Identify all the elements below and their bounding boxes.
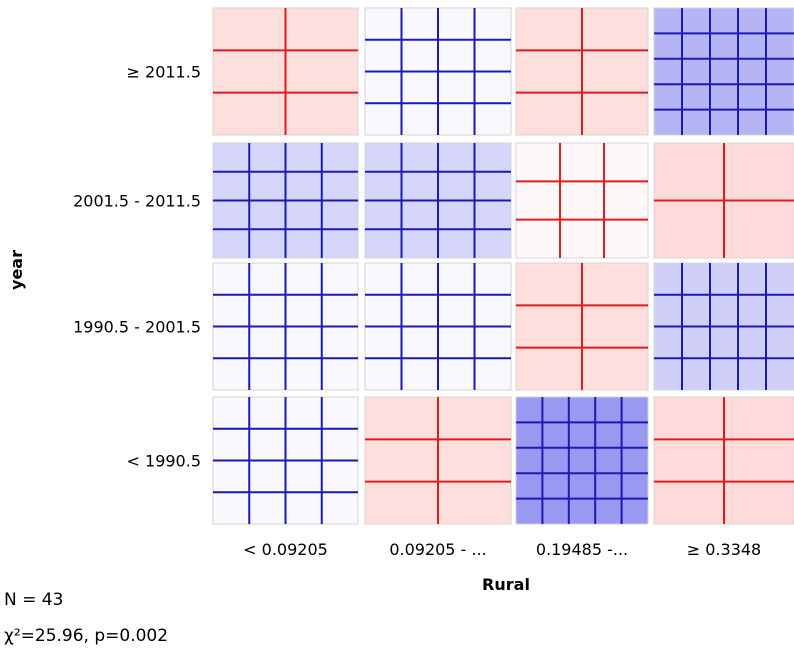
sieve-cell [212, 7, 359, 136]
y-tick-label: ≥ 2011.5 [127, 63, 201, 82]
sieve-cell [212, 396, 359, 525]
x-tick-labels: < 0.09205 0.09205 - ... 0.19485 -... ≥ 0.33… [243, 540, 761, 559]
sieve-cell [653, 142, 794, 259]
sieve-cell [653, 262, 794, 391]
x-tick-label: 0.09205 - ... [389, 540, 486, 559]
sieve-cell [515, 396, 649, 525]
sieve-cell [515, 7, 649, 136]
sieve-cell [364, 262, 512, 391]
sieve-cell [364, 396, 512, 525]
y-axis-title: year [7, 250, 26, 290]
x-tick-label: ≥ 0.3348 [687, 540, 761, 559]
sieve-cell [212, 262, 359, 391]
sieve-cell [653, 7, 794, 136]
cell-background [515, 142, 649, 259]
cell-background [515, 396, 649, 525]
x-tick-label: < 0.09205 [243, 540, 328, 559]
x-axis-title: Rural [482, 575, 530, 594]
sample-size-text: N = 43 [4, 590, 64, 610]
sieve-cell [515, 262, 649, 391]
y-tick-label: 1990.5 - 2001.5 [73, 318, 201, 337]
sieve-cell [364, 7, 512, 136]
sieve-cell [212, 142, 359, 259]
y-tick-label: 2001.5 - 2011.5 [73, 192, 201, 211]
sieve-cell [515, 142, 649, 259]
x-tick-label: 0.19485 -... [536, 540, 628, 559]
sieve-cell [653, 396, 794, 525]
sieve-cell [364, 142, 512, 259]
y-tick-labels: ≥ 2011.5 2001.5 - 2011.5 1990.5 - 2001.5 < … [73, 63, 201, 471]
cell-background [653, 7, 794, 136]
chi-square-text: χ²=25.96, p=0.002 [4, 626, 169, 646]
y-tick-label: < 1990.5 [127, 452, 201, 471]
sieve-cells [212, 7, 794, 525]
